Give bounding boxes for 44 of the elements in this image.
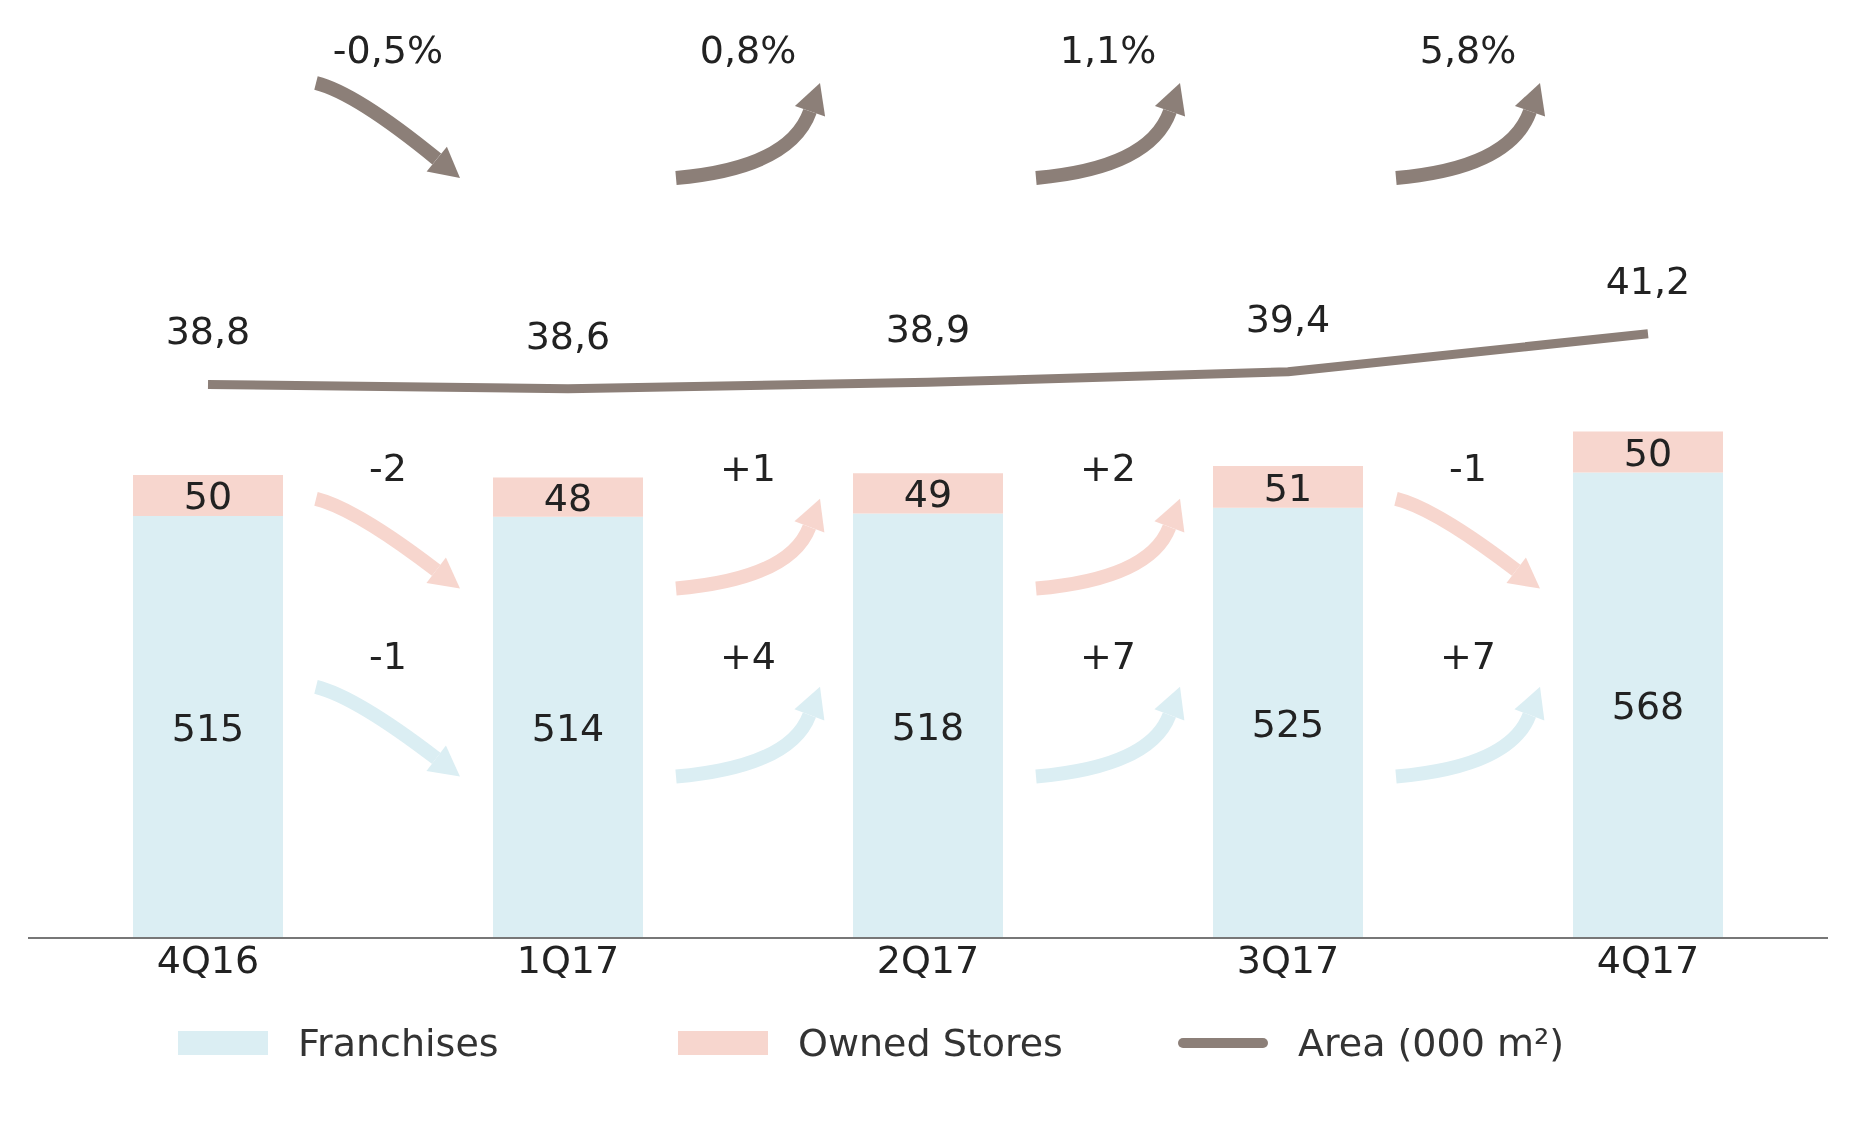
data-label: 514 [531, 706, 605, 751]
annotation: -1 [1449, 445, 1487, 490]
data-label: 38,9 [885, 307, 971, 352]
data-label: 518 [891, 704, 965, 749]
x-tick-label: 2Q17 [876, 937, 980, 982]
bar [133, 474, 283, 516]
legend-label: Area (000 m²) [1298, 1021, 1565, 1065]
bar [853, 513, 1003, 938]
data-label: 50 [183, 474, 233, 519]
data-label: 50 [1623, 431, 1673, 475]
annotation: +7 [1439, 633, 1497, 678]
data-label: 525 [1251, 701, 1325, 746]
data-label: 49 [903, 472, 953, 517]
annotation: +2 [1079, 445, 1137, 490]
text: 5,8% [1419, 28, 1517, 72]
data-label: 568 [1611, 684, 1685, 729]
text: -0,5% [332, 28, 444, 72]
annotation: -2 [369, 445, 407, 490]
data-label: 41,2 [1605, 258, 1691, 303]
annotation: +4 [719, 633, 777, 678]
data-label: 515 [171, 705, 245, 750]
bar [1213, 507, 1363, 938]
bar [1573, 472, 1723, 938]
bar [1213, 465, 1363, 508]
bar [853, 473, 1003, 514]
data-label: 48 [543, 476, 593, 521]
annotation: +1 [719, 445, 777, 490]
annotation: +7 [1079, 633, 1137, 678]
text: 0,8% [699, 28, 797, 72]
data-label: 39,4 [1245, 296, 1331, 341]
text: 1,1% [1059, 28, 1157, 72]
legend-label: Owned Stores [798, 1021, 1063, 1065]
x-tick-label: 3Q17 [1236, 937, 1340, 982]
bar [133, 515, 283, 938]
data-label: 38,6 [525, 313, 611, 358]
bar [493, 477, 643, 517]
x-tick-label: 4Q16 [156, 937, 260, 982]
annotation: -1 [369, 633, 407, 678]
legend-label: Franchises [298, 1021, 499, 1065]
x-tick-label: 1Q17 [516, 937, 620, 982]
data-label: 51 [1263, 465, 1313, 510]
x-tick-label: 4Q17 [1596, 937, 1700, 982]
bar [493, 516, 643, 938]
data-label: 38,8 [165, 309, 251, 354]
